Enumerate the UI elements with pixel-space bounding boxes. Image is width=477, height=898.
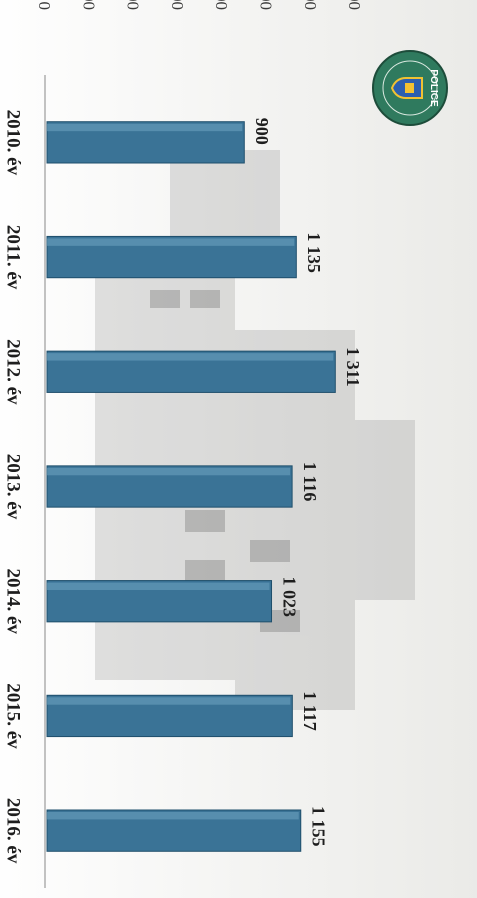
tick-label: 1 000 bbox=[256, 0, 275, 10]
bars bbox=[46, 121, 336, 852]
data-labels: 900 1 135 1 311 1 116 1 023 1 117 1 155 bbox=[252, 118, 363, 847]
tick-label: 800 bbox=[212, 0, 231, 10]
category-label: 2012. év bbox=[2, 339, 23, 405]
tick-label: 0 bbox=[35, 2, 54, 11]
category-label: 2016. év bbox=[2, 798, 23, 864]
data-label: 900 bbox=[252, 118, 272, 145]
bar-highlight bbox=[47, 123, 243, 132]
bar-highlight bbox=[47, 467, 291, 476]
tick-label: 1 400 bbox=[345, 0, 364, 10]
data-label: 1 311 bbox=[343, 347, 363, 387]
category-label: 2015. év bbox=[2, 683, 23, 749]
category-label: 2013. év bbox=[2, 454, 23, 520]
tick-label: 600 bbox=[168, 0, 187, 10]
category-labels: 2010. év 2011. év 2012. év 2013. év 2014. év… bbox=[2, 110, 23, 864]
category-label: 2011. év bbox=[2, 225, 23, 290]
value-axis-ticks: 0 200 400 600 800 1 000 1 200 1 400 bbox=[35, 0, 364, 10]
data-label: 1 155 bbox=[309, 806, 329, 847]
data-label: 1 116 bbox=[300, 462, 320, 502]
bar-highlight bbox=[47, 582, 270, 590]
police-badge-logo: POLICE bbox=[372, 50, 448, 126]
tick-label: 200 bbox=[79, 0, 98, 10]
category-label: 2014. év bbox=[2, 568, 23, 634]
data-label: 1 023 bbox=[279, 577, 299, 618]
badge-text: POLICE bbox=[428, 69, 439, 107]
bar-highlight bbox=[47, 353, 334, 361]
bar-highlight bbox=[47, 238, 295, 246]
bar-highlight bbox=[47, 697, 291, 705]
data-label: 1 135 bbox=[304, 232, 324, 273]
category-label: 2010. év bbox=[2, 110, 23, 176]
bar-highlight bbox=[47, 811, 299, 820]
tick-label: 400 bbox=[124, 0, 143, 10]
tick-label: 1 200 bbox=[301, 0, 320, 10]
data-label: 1 117 bbox=[300, 691, 320, 731]
